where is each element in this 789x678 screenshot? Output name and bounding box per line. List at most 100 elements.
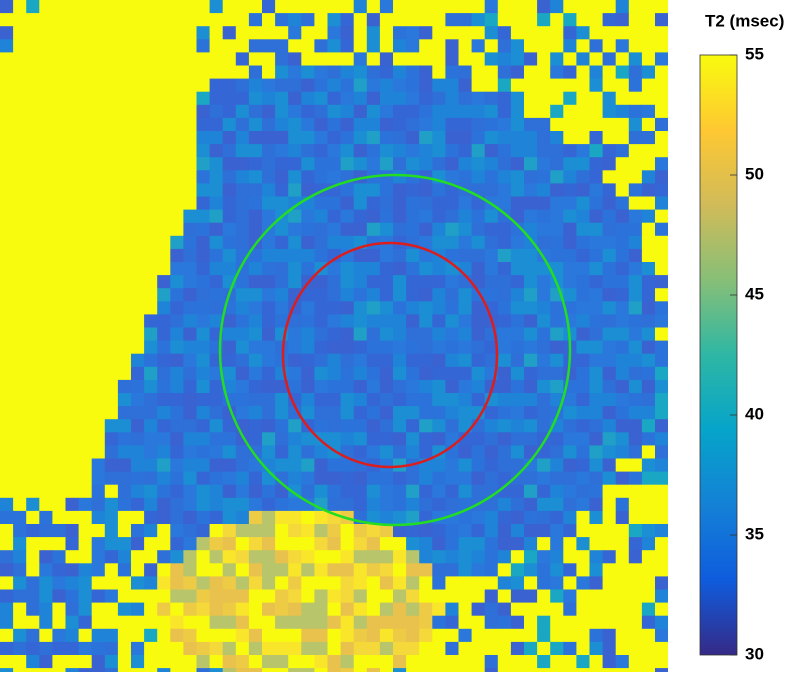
- map-pixel: [406, 314, 420, 328]
- map-pixel: [327, 52, 342, 66]
- map-pixel: [524, 0, 538, 14]
- map-pixel: [222, 366, 237, 381]
- map-pixel: [524, 157, 538, 171]
- map-pixel: [340, 327, 355, 342]
- map-pixel: [157, 655, 171, 669]
- map-pixel: [641, 471, 656, 486]
- map-pixel: [65, 628, 80, 643]
- map-pixel: [432, 117, 446, 132]
- map-pixel: [104, 26, 119, 40]
- map-pixel: [104, 615, 119, 630]
- map-pixel: [52, 419, 66, 433]
- map-pixel: [104, 262, 119, 276]
- map-pixel: [209, 26, 224, 40]
- map-pixel: [432, 91, 446, 106]
- map-pixel: [432, 471, 446, 486]
- map-pixel: [196, 104, 211, 119]
- map-pixel: [471, 471, 486, 486]
- map-pixel: [340, 524, 355, 538]
- map-pixel: [353, 406, 368, 420]
- map-pixel: [563, 262, 577, 276]
- map-pixel: [406, 445, 420, 459]
- map-pixel: [379, 144, 394, 158]
- map-pixel: [589, 406, 604, 420]
- map-pixel: [327, 497, 342, 512]
- map-pixel: [196, 262, 211, 276]
- map-pixel: [589, 196, 604, 211]
- map-pixel: [655, 52, 668, 66]
- map-pixel: [393, 262, 407, 276]
- map-pixel: [52, 524, 66, 538]
- map-pixel: [275, 91, 289, 106]
- map-pixel: [510, 563, 525, 577]
- map-pixel: [458, 379, 473, 394]
- map-pixel: [262, 170, 276, 184]
- map-pixel: [379, 484, 394, 499]
- map-pixel: [222, 131, 237, 145]
- map-pixel: [314, 52, 328, 66]
- map-pixel: [419, 65, 433, 80]
- map-pixel: [484, 275, 499, 289]
- map-pixel: [602, 157, 617, 171]
- map-pixel: [222, 589, 237, 604]
- map-pixel: [39, 52, 53, 66]
- map-pixel: [131, 668, 145, 672]
- map-pixel: [0, 183, 14, 197]
- map-pixel: [379, 26, 394, 40]
- map-pixel: [78, 196, 93, 211]
- map-pixel: [78, 419, 93, 433]
- map-pixel: [222, 26, 237, 40]
- map-pixel: [510, 209, 525, 224]
- map-pixel: [576, 39, 590, 53]
- map-pixel: [484, 458, 499, 473]
- map-pixel: [288, 550, 302, 564]
- map-pixel: [13, 641, 27, 656]
- map-pixel: [655, 432, 668, 446]
- map-pixel: [406, 104, 420, 119]
- map-pixel: [628, 275, 643, 289]
- map-pixel: [419, 340, 433, 355]
- map-pixel: [366, 26, 381, 40]
- map-pixel: [615, 379, 630, 394]
- map-pixel: [183, 510, 197, 525]
- map-pixel: [39, 615, 53, 630]
- map-pixel: [209, 235, 224, 250]
- map-pixel: [26, 340, 40, 355]
- map-pixel: [65, 262, 80, 276]
- map-pixel: [340, 183, 355, 197]
- map-pixel: [589, 445, 604, 459]
- map-pixel: [406, 419, 420, 433]
- map-pixel: [314, 550, 328, 564]
- map-pixel: [0, 170, 14, 184]
- map-pixel: [275, 144, 289, 158]
- map-pixel: [170, 524, 184, 538]
- map-pixel: [157, 117, 171, 132]
- map-pixel: [563, 0, 577, 14]
- map-pixel: [13, 524, 27, 538]
- map-pixel: [26, 458, 40, 473]
- map-pixel: [288, 314, 302, 328]
- map-pixel: [52, 196, 66, 211]
- map-pixel: [406, 157, 420, 171]
- map-pixel: [157, 458, 171, 473]
- map-pixel: [275, 39, 289, 53]
- map-pixel: [458, 327, 473, 342]
- map-pixel: [366, 432, 381, 446]
- map-pixel: [183, 471, 197, 486]
- map-pixel: [39, 510, 53, 525]
- map-pixel: [655, 104, 668, 119]
- map-pixel: [445, 497, 459, 512]
- map-pixel: [406, 13, 420, 27]
- map-pixel: [510, 602, 525, 617]
- map-pixel: [471, 406, 486, 420]
- map-pixel: [458, 196, 473, 211]
- map-pixel: [157, 602, 171, 617]
- map-pixel: [157, 131, 171, 145]
- map-pixel: [537, 563, 551, 577]
- map-pixel: [615, 602, 630, 617]
- map-pixel: [91, 589, 106, 604]
- map-pixel: [379, 641, 394, 656]
- map-pixel: [0, 458, 14, 473]
- map-pixel: [655, 668, 668, 672]
- map-pixel: [471, 196, 486, 211]
